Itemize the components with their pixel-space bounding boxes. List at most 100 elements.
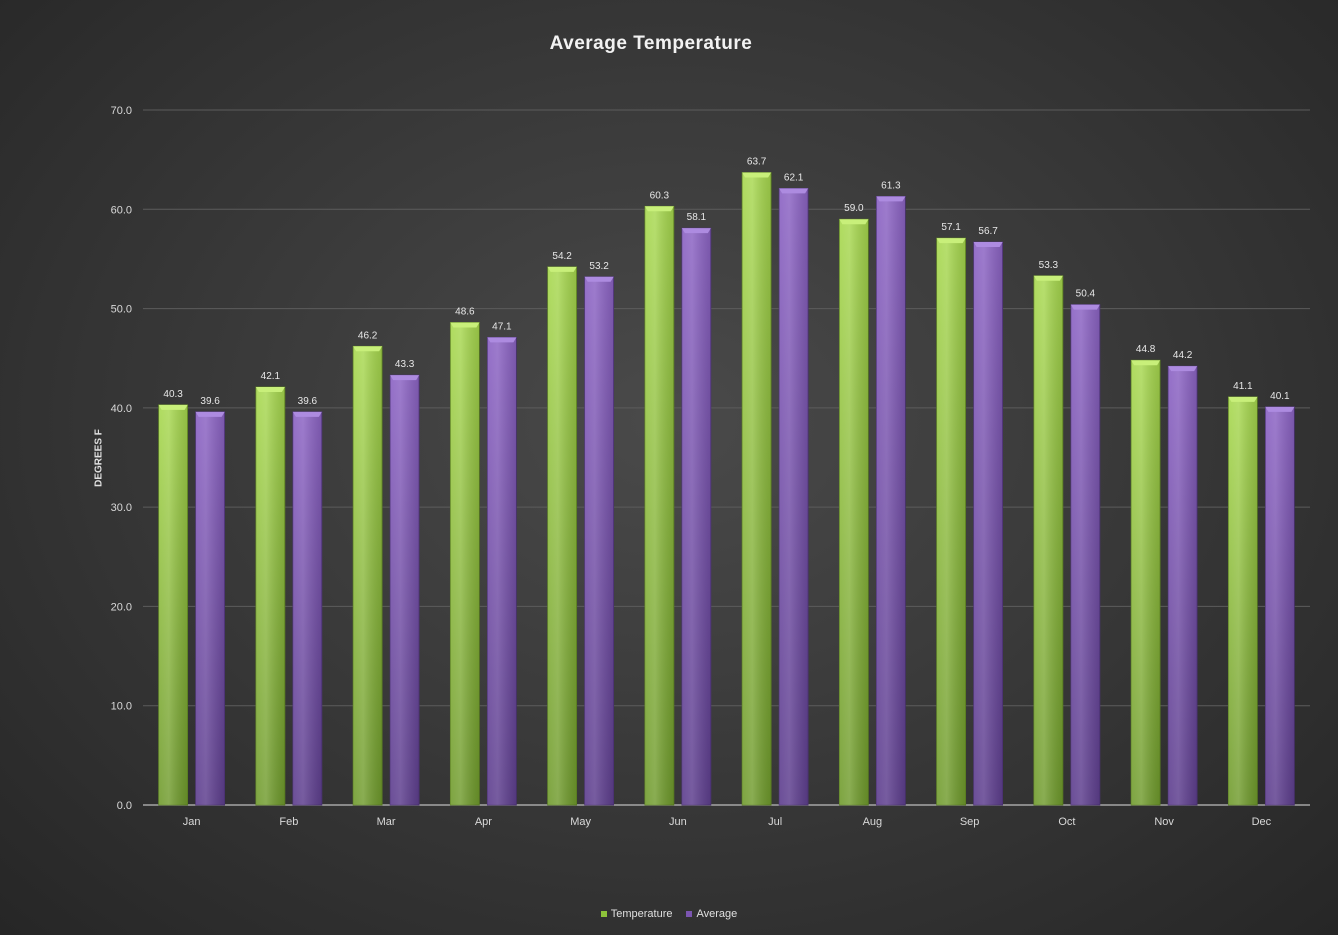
- x-tick-label-aug: Aug: [863, 816, 883, 828]
- bar-shading: [644, 206, 674, 806]
- bar-bevel: [681, 228, 711, 234]
- bar-bevel: [1131, 360, 1161, 366]
- bar-temperature-nov: [1130, 359, 1161, 806]
- data-label-average-aug: 61.3: [881, 180, 901, 191]
- bar-bevel: [450, 322, 480, 328]
- data-label-average-apr: 47.1: [492, 321, 512, 332]
- data-label-temperature-apr: 48.6: [455, 306, 475, 317]
- x-tick-label-nov: Nov: [1154, 816, 1174, 828]
- y-tick-label: 30.0: [111, 502, 132, 514]
- bar-temperature-mar: [352, 345, 383, 806]
- data-label-average-dec: 40.1: [1270, 391, 1290, 402]
- x-tick-label-mar: Mar: [377, 816, 396, 828]
- y-tick-label: 0.0: [117, 800, 132, 812]
- bar-bevel: [158, 404, 188, 410]
- x-tick-label-jan: Jan: [183, 816, 201, 828]
- bar-temperature-apr: [449, 322, 480, 806]
- bar-average-sep: [973, 241, 1004, 806]
- data-label-temperature-dec: 41.1: [1233, 381, 1253, 392]
- legend: Temperature Average: [0, 908, 1338, 920]
- bar-bevel: [255, 387, 285, 393]
- bar-shading: [255, 387, 285, 805]
- bar-temperature-jun: [644, 205, 675, 806]
- bar-shading: [1033, 275, 1063, 805]
- data-label-average-jul: 62.1: [784, 172, 804, 183]
- bar-bevel: [644, 206, 674, 212]
- bar-bevel: [292, 411, 322, 417]
- bar-temperature-jan: [158, 404, 189, 806]
- bar-bevel: [1228, 396, 1258, 402]
- gridlines: [143, 109, 1310, 806]
- bar-shading: [779, 188, 809, 805]
- bar-shading: [681, 228, 711, 805]
- legend-label-average: Average: [696, 908, 738, 920]
- x-tick-label-may: May: [570, 816, 591, 828]
- data-label-temperature-jul: 63.7: [747, 157, 767, 168]
- data-label-average-mar: 43.3: [395, 359, 415, 370]
- data-label-temperature-oct: 53.3: [1039, 260, 1059, 271]
- bar-average-jul: [778, 188, 809, 806]
- bar-shading: [1265, 406, 1295, 805]
- data-label-average-sep: 56.7: [978, 226, 998, 237]
- bar-shading: [1131, 360, 1161, 805]
- bar-bevel: [487, 337, 517, 343]
- bar-shading: [936, 238, 966, 806]
- bar-shading: [353, 346, 383, 805]
- bar-average-nov: [1167, 365, 1198, 806]
- bar-shading: [839, 219, 869, 805]
- data-label-average-jun: 58.1: [687, 212, 707, 223]
- data-label-temperature-aug: 59.0: [844, 203, 864, 214]
- bar-bevel: [1265, 406, 1295, 412]
- bar-average-apr: [486, 336, 517, 806]
- x-tick-label-jul: Jul: [768, 816, 782, 828]
- data-label-temperature-feb: 42.1: [261, 371, 281, 382]
- bar-bevel: [779, 188, 809, 194]
- y-tick-label: 10.0: [111, 701, 132, 713]
- data-label-temperature-nov: 44.8: [1136, 344, 1156, 355]
- data-label-average-oct: 50.4: [1076, 289, 1096, 300]
- x-tick-label-sep: Sep: [960, 816, 980, 828]
- bar-average-dec: [1264, 406, 1295, 806]
- data-label-temperature-jan: 40.3: [163, 389, 183, 400]
- bar-bevel: [390, 375, 420, 381]
- bar-shading: [292, 411, 322, 805]
- chart-title: Average Temperature: [549, 33, 753, 54]
- y-tick-label: 40.0: [111, 403, 132, 415]
- x-tick-label-dec: Dec: [1252, 816, 1272, 828]
- bar-bevel: [973, 242, 1003, 248]
- bar-temperature-may: [547, 266, 578, 806]
- data-label-average-jan: 39.6: [200, 396, 220, 407]
- data-label-temperature-jun: 60.3: [650, 190, 670, 201]
- bar-shading: [487, 337, 517, 805]
- x-axis-categories: Jan Feb Mar Apr May Jun Jul Aug Sep Oct Nov Dec: [183, 816, 1272, 828]
- y-tick-label: 70.0: [111, 105, 132, 117]
- bar-temperature-sep: [936, 237, 967, 806]
- bar-bevel: [547, 266, 577, 272]
- bar-shading: [158, 404, 188, 805]
- legend-swatch-temperature: [600, 911, 607, 917]
- x-tick-label-feb: Feb: [279, 816, 298, 828]
- bar-temperature-dec: [1227, 396, 1258, 806]
- bar-average-feb: [292, 411, 323, 806]
- bar-shading: [390, 375, 420, 805]
- bar-shading: [195, 411, 225, 805]
- bar-shading: [1168, 366, 1198, 805]
- bar-shading: [876, 196, 906, 806]
- data-label-average-may: 53.2: [589, 261, 609, 272]
- bar-shading: [1070, 304, 1100, 805]
- bar-average-jan: [195, 411, 226, 806]
- bar-shading: [450, 322, 480, 805]
- data-labels: 40.3 39.6 42.1 39.6 46.2 43.3 48.6 47.1 54.2 53.2…: [163, 157, 1290, 407]
- bar-shading: [973, 242, 1003, 806]
- bar-bevel: [742, 172, 772, 178]
- legend-item-average: Average: [686, 908, 737, 920]
- bar-bevel: [353, 346, 383, 352]
- bar-average-jun: [681, 227, 712, 806]
- bar-bevel: [936, 238, 966, 244]
- bar-temperature-feb: [255, 386, 286, 806]
- bar-temperature-oct: [1033, 275, 1064, 806]
- bar-bevel: [1033, 275, 1063, 281]
- bar-average-oct: [1070, 304, 1101, 806]
